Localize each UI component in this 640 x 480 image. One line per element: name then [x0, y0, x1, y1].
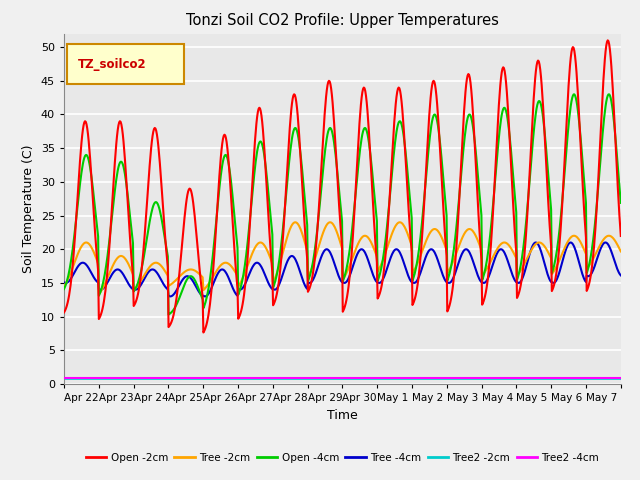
- Text: TZ_soilco2: TZ_soilco2: [78, 58, 147, 71]
- Legend: Open -2cm, Tree -2cm, Open -4cm, Tree -4cm, Tree2 -2cm, Tree2 -4cm: Open -2cm, Tree -2cm, Open -4cm, Tree -4…: [81, 449, 604, 467]
- FancyBboxPatch shape: [67, 44, 184, 84]
- X-axis label: Time: Time: [327, 408, 358, 421]
- Title: Tonzi Soil CO2 Profile: Upper Temperatures: Tonzi Soil CO2 Profile: Upper Temperatur…: [186, 13, 499, 28]
- Y-axis label: Soil Temperature (C): Soil Temperature (C): [22, 144, 35, 273]
